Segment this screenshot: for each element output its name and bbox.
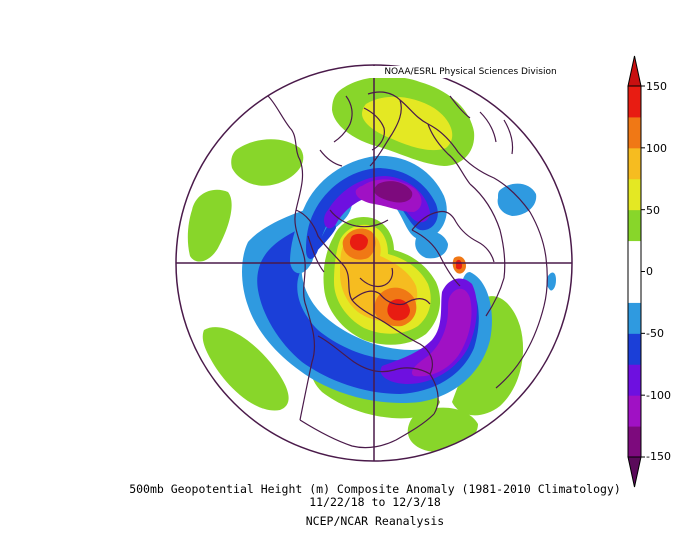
map-title: 500mb Geopotential Height (m) Composite …: [129, 482, 621, 496]
anomaly-lightblue-small: [546, 272, 556, 291]
credit-label: NOAA/ESRL Physical Sciences Division: [368, 66, 573, 78]
colorbar-segment: [628, 271, 641, 303]
colorbar-segment: [628, 333, 641, 365]
colorbar-segment: [628, 426, 641, 458]
date-range: 11/22/18 to 12/3/18: [309, 495, 441, 509]
colorbar-segment: [628, 178, 641, 211]
colorbar-segment: [628, 395, 641, 427]
colorbar-segment: [628, 86, 641, 118]
colorbar-label: 50: [646, 204, 660, 217]
anomaly-yellow-europe: [362, 96, 453, 151]
colorbar-segment: [628, 302, 641, 334]
colorbar-label: -150: [646, 450, 671, 463]
anomaly-deeppurple-low: [374, 181, 413, 203]
colorbar-segment: [628, 240, 641, 272]
colorbar: [627, 55, 645, 488]
map-disc: [176, 65, 572, 461]
colorbar-label: 150: [646, 80, 667, 93]
colorbar-segment: [628, 209, 641, 242]
anomaly-green-southeast: [407, 407, 478, 452]
anomaly-blue-trough: [257, 221, 479, 394]
colorbar-label: -100: [646, 389, 671, 402]
colorbar-label: -50: [646, 327, 664, 340]
map-border: [175, 64, 573, 462]
anomaly-red-north: [349, 233, 368, 251]
colorbar-min-arrow: [627, 456, 642, 488]
anomaly-magenta-east: [411, 288, 472, 377]
colorbar-segment: [628, 116, 641, 149]
data-source: NCEP/NCAR Reanalysis: [305, 514, 445, 528]
colorbar-label: 0: [646, 265, 653, 278]
graticule: [176, 65, 572, 461]
anomaly-green-west: [187, 189, 232, 262]
anomaly-green-northwest: [231, 139, 304, 186]
anomaly-green-east: [452, 296, 524, 416]
anomaly-red-south: [387, 299, 410, 321]
colorbar-max-arrow: [627, 55, 642, 87]
colorbar-label: 100: [646, 142, 667, 155]
colorbar-segment: [628, 147, 641, 180]
colorbar-segment: [628, 364, 641, 396]
anomaly-green-southwest: [202, 327, 289, 411]
